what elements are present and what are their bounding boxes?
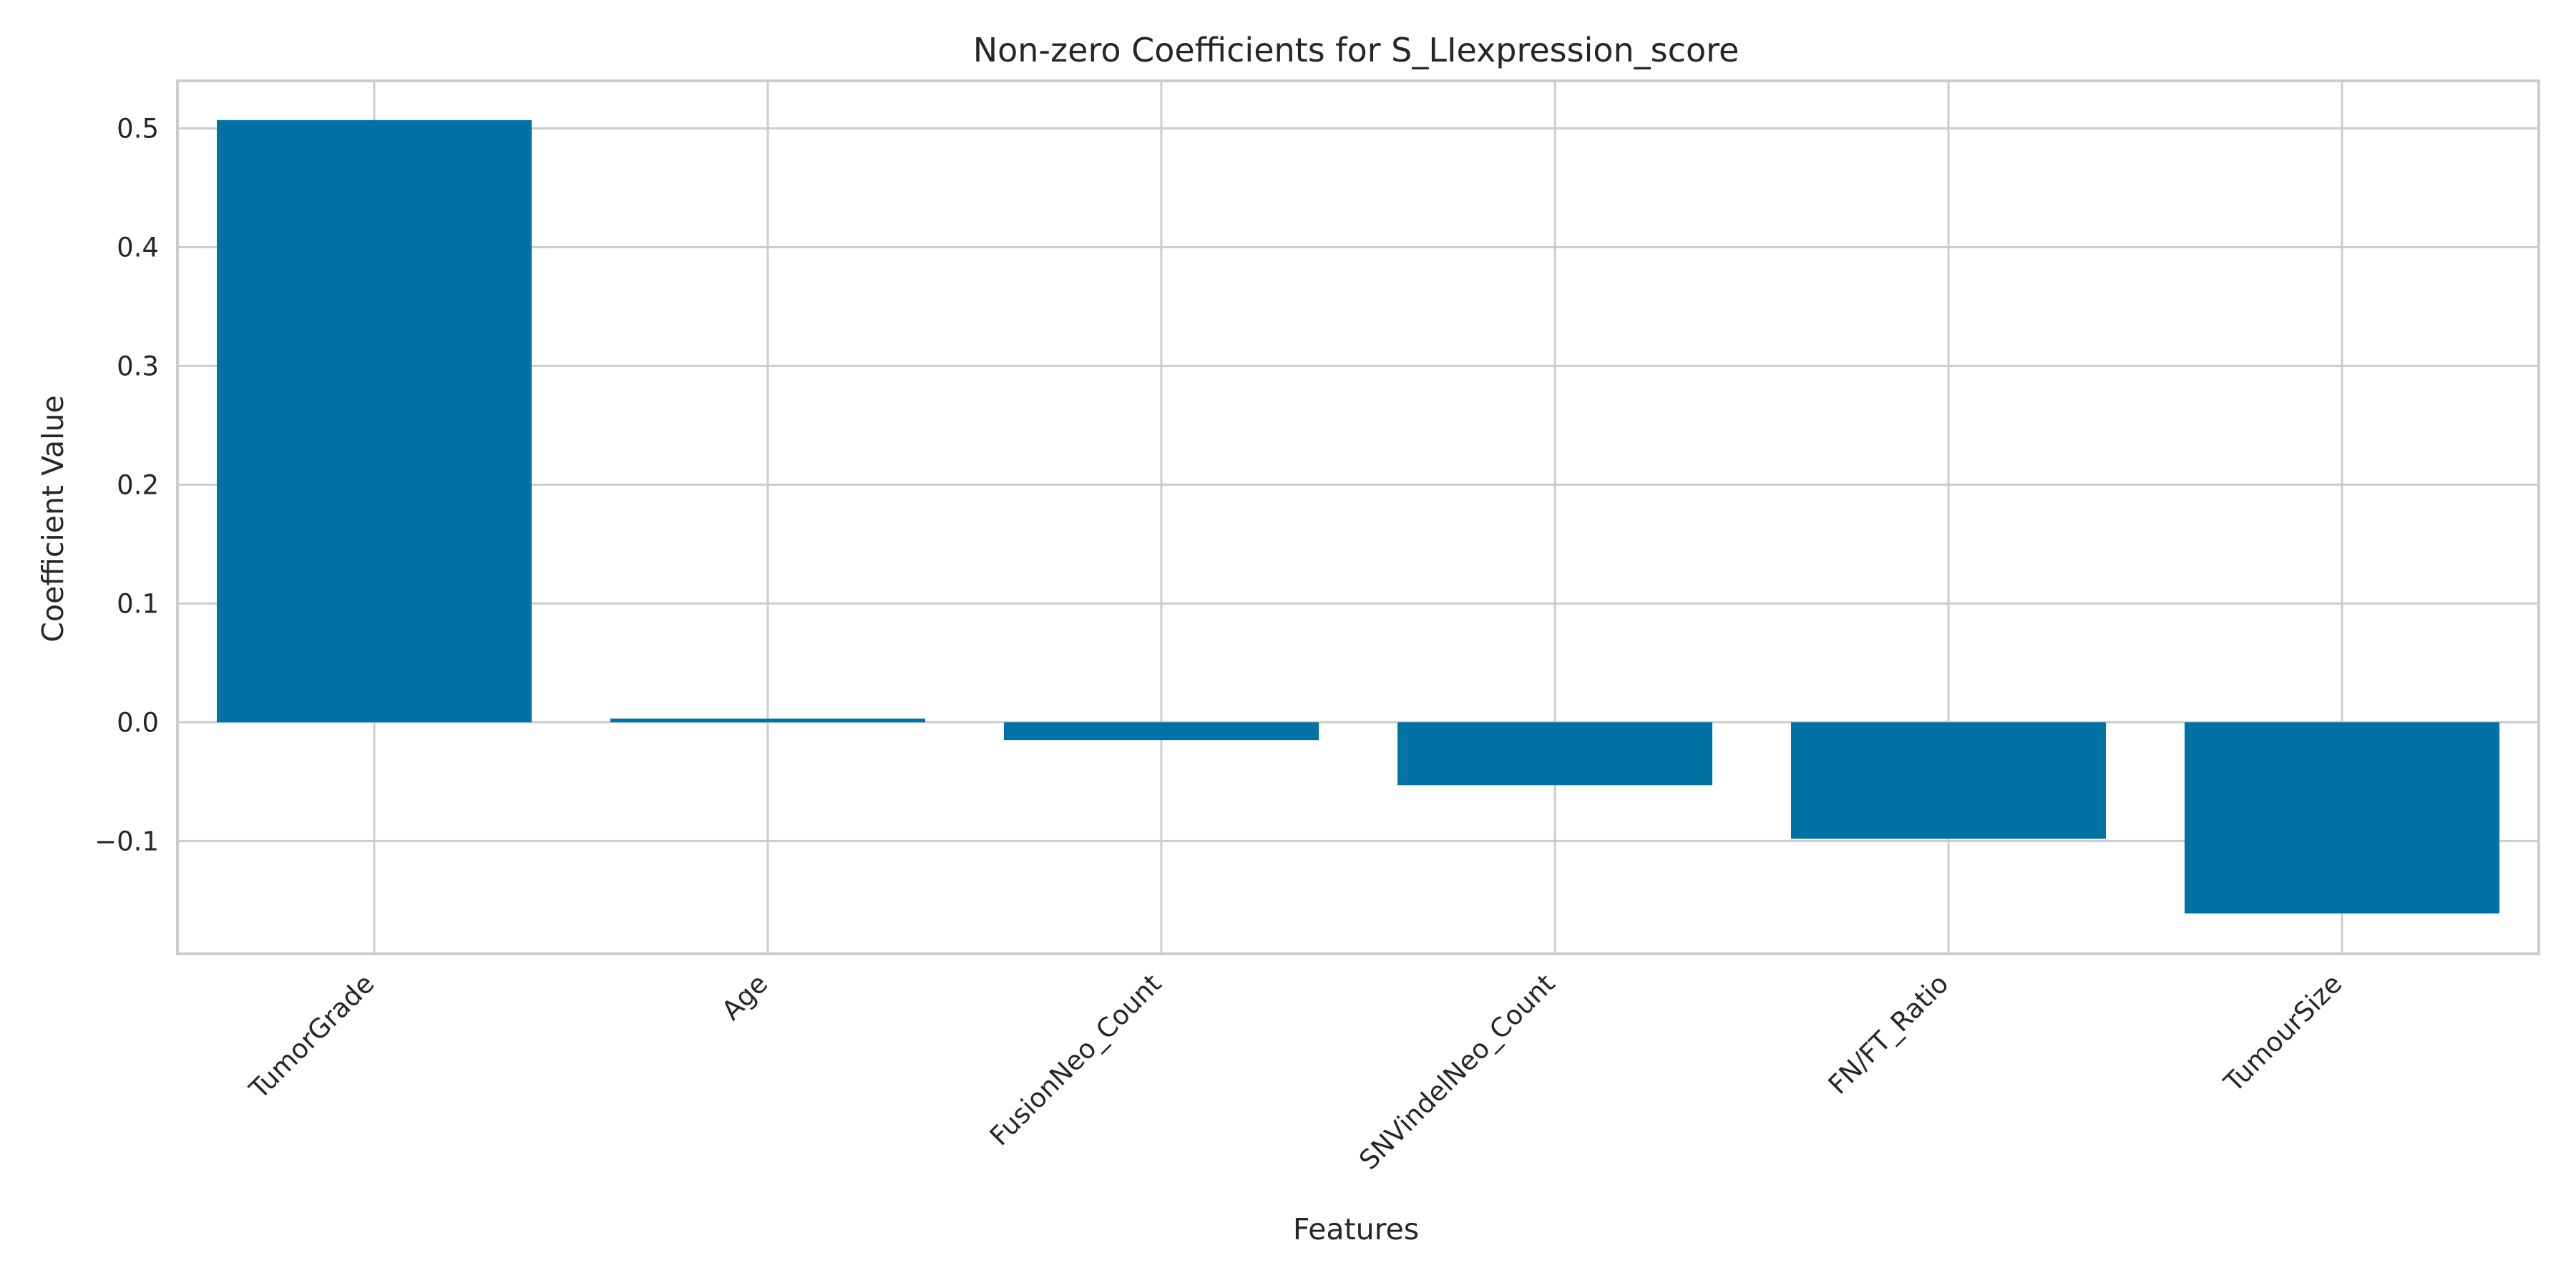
bar xyxy=(2185,722,2499,914)
bar xyxy=(217,119,532,723)
chart-title: Non-zero Coefficients for S_LIexpression… xyxy=(973,31,1740,69)
y-tick-label: 0.1 xyxy=(117,588,159,619)
y-axis-label: Coefficient Value xyxy=(36,395,70,642)
bar xyxy=(1397,722,1712,786)
x-axis-label: Features xyxy=(1293,1212,1419,1246)
y-tick-label: 0.4 xyxy=(117,232,159,263)
y-tick-label: 0.3 xyxy=(117,351,159,381)
y-tick-label: 0.0 xyxy=(117,707,159,738)
bar xyxy=(1791,722,2106,839)
bars xyxy=(217,119,2499,914)
x-tick-label: FN/FT_Ratio xyxy=(1823,968,1955,1101)
x-tick-label: SNVindelNeo_Count xyxy=(1353,968,1561,1176)
x-tick-label: TumourSize xyxy=(2218,968,2348,1098)
x-tick-label: Age xyxy=(716,968,774,1026)
y-tick-label: 0.5 xyxy=(117,113,159,144)
y-tick-labels: −0.1 0.0 0.1 0.2 0.3 0.4 0.5 xyxy=(94,113,159,857)
x-tick-label: FusionNeo_Count xyxy=(984,968,1168,1152)
x-tick-labels: TumorGrade Age FusionNeo_Count SNVindelNeo_… xyxy=(243,968,2348,1176)
x-tick-label: TumorGrade xyxy=(243,968,381,1106)
plot-frame xyxy=(176,79,2540,955)
bar xyxy=(610,718,925,723)
bar xyxy=(1004,722,1319,741)
y-tick-label: −0.1 xyxy=(94,826,159,857)
y-tick-label: 0.2 xyxy=(117,469,159,500)
